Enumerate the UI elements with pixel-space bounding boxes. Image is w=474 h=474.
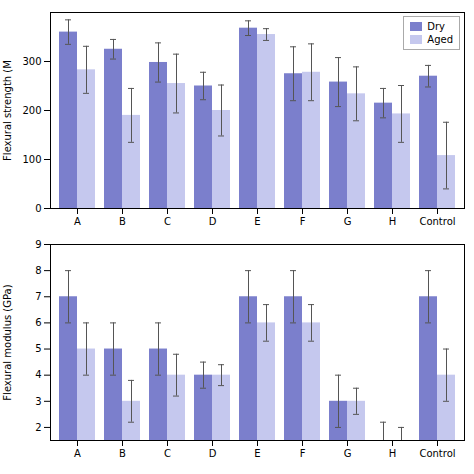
svg-text:300: 300	[22, 56, 41, 67]
svg-text:Flexural strength (M: Flexural strength (M	[2, 60, 13, 161]
svg-text:A: A	[74, 448, 81, 459]
svg-text:4: 4	[35, 369, 41, 380]
svg-text:C: C	[164, 216, 171, 227]
svg-text:7: 7	[35, 291, 41, 302]
svg-text:8: 8	[35, 265, 41, 276]
svg-text:2: 2	[35, 422, 41, 433]
svg-text:A: A	[74, 216, 81, 227]
svg-text:H: H	[389, 216, 397, 227]
svg-text:9: 9	[35, 239, 41, 250]
svg-text:B: B	[119, 448, 126, 459]
svg-text:G: G	[344, 448, 352, 459]
svg-text:3: 3	[35, 396, 41, 407]
svg-text:Control: Control	[419, 216, 455, 227]
svg-text:200: 200	[22, 105, 41, 116]
svg-text:B: B	[119, 216, 126, 227]
svg-text:D: D	[209, 216, 217, 227]
html-text:Aged: Aged	[427, 34, 453, 45]
svg-text:C: C	[164, 448, 171, 459]
svg-text:6: 6	[35, 317, 41, 328]
svg-text:E: E	[254, 216, 260, 227]
html-text:Dry: Dry	[427, 21, 445, 32]
svg-text:E: E	[254, 448, 260, 459]
svg-text:D: D	[209, 448, 217, 459]
svg-text:Flexural modulus (GPa): Flexural modulus (GPa)	[2, 284, 13, 400]
svg-text:100: 100	[22, 154, 41, 165]
svg-text:F: F	[300, 216, 306, 227]
svg-text:F: F	[300, 448, 306, 459]
svg-text:Control: Control	[419, 448, 455, 459]
svg-text:0: 0	[35, 203, 41, 214]
svg-text:5: 5	[35, 343, 41, 354]
svg-text:H: H	[389, 448, 397, 459]
svg-text:G: G	[344, 216, 352, 227]
